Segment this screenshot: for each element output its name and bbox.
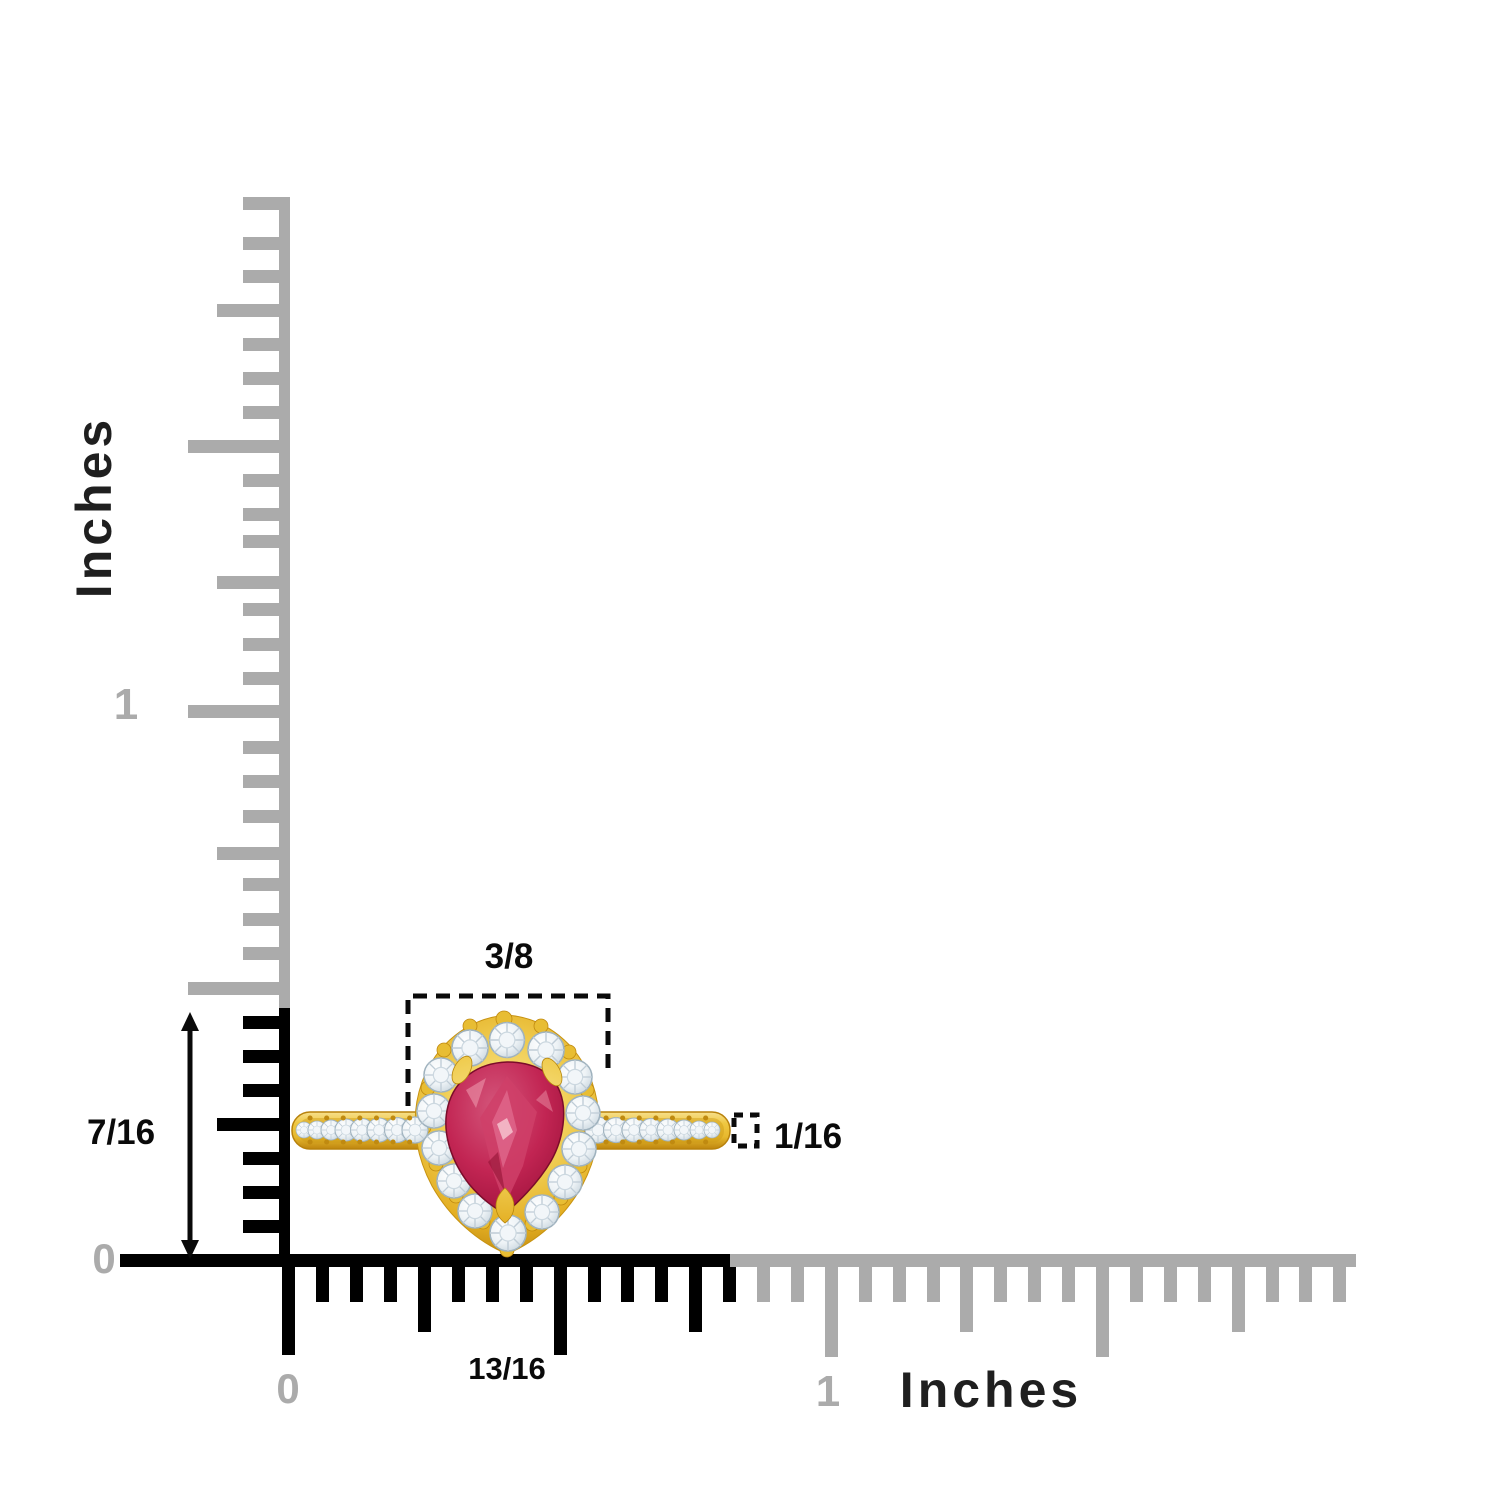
head-width-label: 3/8: [485, 937, 534, 976]
vertical-ruler-tick-label-1: 1: [114, 680, 138, 729]
vertical-ruler-unit-label: Inches: [66, 416, 122, 598]
horizontal-ruler-tick-label-0: 0: [276, 1365, 299, 1412]
band-thickness-dashed-box: [731, 1112, 760, 1149]
dimension-annotations: 3/8 7/16 1/16 13/16: [87, 937, 842, 1386]
height-arrow: [181, 1012, 199, 1259]
overall-width-label: 13/16: [468, 1351, 546, 1386]
ruby-stone: [445, 1061, 565, 1215]
horizontal-ruler-tick-label-1: 1: [816, 1367, 840, 1416]
horizontal-ruler-unit-label: Inches: [900, 1362, 1082, 1418]
vertical-ruler-black-segment: [217, 1008, 290, 1260]
ruby-halo-ring-image: [291, 1010, 731, 1258]
vertical-ruler: Inches 1 0: [66, 197, 290, 1282]
height-label: 7/16: [87, 1113, 155, 1152]
vertical-ruler-gray-segment: [188, 197, 290, 1008]
horizontal-ruler-black-segment: [120, 1254, 736, 1355]
horizontal-ruler-gray-segment: [730, 1254, 1356, 1357]
band-thickness-label: 1/16: [774, 1117, 842, 1156]
pave-bead-prongs: [307, 1115, 711, 1145]
band-diamonds: [295, 1115, 721, 1145]
vertical-ruler-tick-label-0: 0: [92, 1235, 115, 1282]
ruby-prongs: [451, 1055, 563, 1224]
head-width-dashed-box: [405, 993, 611, 1106]
horizontal-ruler: 0 1 Inches: [120, 1254, 1356, 1418]
